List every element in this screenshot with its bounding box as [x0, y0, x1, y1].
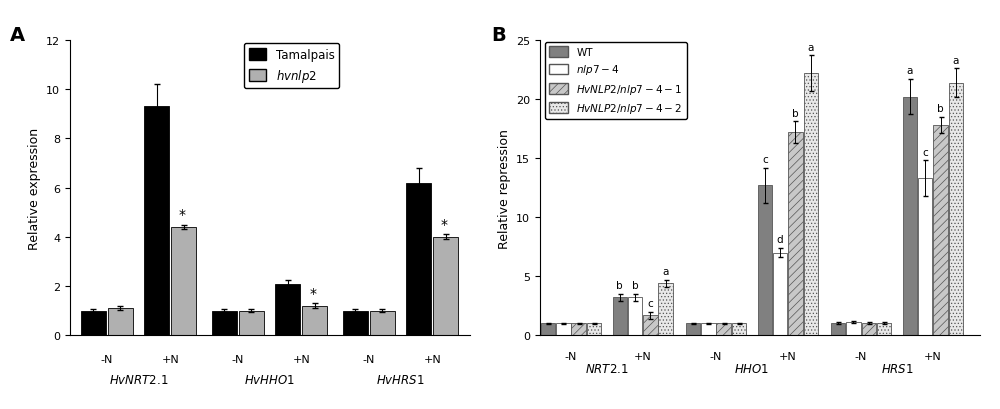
Text: *: *: [178, 207, 185, 221]
Text: c: c: [762, 155, 768, 164]
Text: $\it{NRT2.1}$: $\it{NRT2.1}$: [585, 362, 629, 375]
Text: +N: +N: [292, 354, 310, 364]
Text: A: A: [10, 26, 25, 45]
Text: *: *: [440, 217, 447, 231]
Bar: [239, 311, 264, 335]
Text: $\it{HvNRT2.1}$: $\it{HvNRT2.1}$: [109, 373, 168, 387]
Bar: [804, 74, 818, 335]
Bar: [406, 183, 431, 335]
Bar: [933, 126, 948, 335]
Bar: [862, 324, 876, 335]
Text: -N: -N: [855, 351, 867, 361]
Bar: [773, 253, 787, 335]
Bar: [302, 306, 327, 335]
Bar: [571, 324, 586, 335]
Text: -N: -N: [232, 354, 244, 364]
Bar: [658, 283, 673, 335]
Text: -N: -N: [100, 354, 113, 364]
Text: +N: +N: [161, 354, 179, 364]
Text: $\it{HRS1}$: $\it{HRS1}$: [881, 362, 913, 375]
Bar: [831, 324, 845, 335]
Text: b: b: [937, 104, 944, 114]
Text: +N: +N: [924, 351, 942, 361]
Text: +N: +N: [779, 351, 797, 361]
Text: b: b: [632, 281, 638, 291]
Text: $\it{HvHHO1}$: $\it{HvHHO1}$: [244, 373, 295, 387]
Text: -N: -N: [565, 351, 577, 361]
Legend: WT, $\it{nlp7-4}$, $\it{HvNLP2/nlp7-4-1}$, $\it{HvNLP2/nlp7-4-2}$: WT, $\it{nlp7-4}$, $\it{HvNLP2/nlp7-4-1}…: [545, 43, 687, 120]
Bar: [343, 311, 368, 335]
Text: a: a: [663, 267, 669, 276]
Text: c: c: [648, 298, 653, 308]
Text: B: B: [492, 26, 506, 45]
Bar: [81, 311, 106, 335]
Legend: Tamalpais, $\it{hvnlp2}$: Tamalpais, $\it{hvnlp2}$: [244, 44, 339, 89]
Bar: [212, 311, 237, 335]
Bar: [758, 186, 772, 335]
Y-axis label: Relative repression: Relative repression: [498, 128, 511, 248]
Bar: [433, 237, 458, 335]
Bar: [144, 107, 169, 335]
Text: b: b: [616, 281, 623, 291]
Bar: [171, 227, 196, 335]
Text: d: d: [777, 235, 783, 245]
Bar: [108, 308, 133, 335]
Bar: [587, 324, 601, 335]
Text: a: a: [808, 43, 814, 53]
Bar: [877, 324, 891, 335]
Text: +N: +N: [634, 351, 652, 361]
Bar: [370, 311, 395, 335]
Text: a: a: [907, 66, 913, 76]
Text: b: b: [792, 109, 799, 119]
Bar: [556, 324, 571, 335]
Text: c: c: [922, 148, 928, 157]
Bar: [643, 315, 658, 335]
Bar: [918, 179, 932, 335]
Bar: [628, 298, 642, 335]
Bar: [732, 324, 746, 335]
Bar: [701, 324, 716, 335]
Bar: [716, 324, 731, 335]
Text: -N: -N: [363, 354, 375, 364]
Bar: [788, 133, 803, 335]
Text: a: a: [953, 56, 959, 65]
Text: +N: +N: [424, 354, 441, 364]
Bar: [275, 284, 300, 335]
Text: $\it{HHO1}$: $\it{HHO1}$: [734, 362, 770, 375]
Bar: [846, 322, 861, 335]
Bar: [949, 83, 963, 335]
Text: $\it{HvHRS1}$: $\it{HvHRS1}$: [376, 373, 425, 387]
Text: -N: -N: [710, 351, 722, 361]
Y-axis label: Relative expression: Relative expression: [28, 127, 41, 249]
Text: *: *: [309, 286, 316, 300]
Bar: [686, 324, 700, 335]
Bar: [613, 298, 627, 335]
Bar: [541, 324, 555, 335]
Bar: [903, 97, 917, 335]
